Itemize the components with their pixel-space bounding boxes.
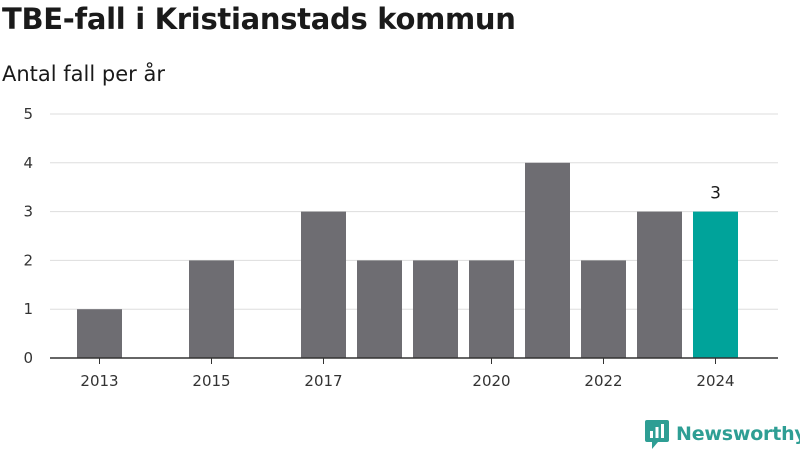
bar-2019 xyxy=(413,260,458,358)
x-tick-label-2024: 2024 xyxy=(696,372,734,390)
brand-name: Newsworthy xyxy=(676,423,800,445)
chart-subtitle: Antal fall per år xyxy=(2,62,165,86)
y-tick-label-5: 5 xyxy=(23,105,33,123)
x-tick-label-2017: 2017 xyxy=(304,372,342,390)
bar-2013 xyxy=(77,309,122,358)
x-tick-label-2022: 2022 xyxy=(584,372,622,390)
x-tick-label-2020: 2020 xyxy=(472,372,510,390)
brand-logo: Newsworthy xyxy=(644,418,800,450)
bar-2024 xyxy=(693,211,738,358)
bar-2018 xyxy=(357,260,402,358)
x-tick-label-2015: 2015 xyxy=(192,372,230,390)
y-tick-label-1: 1 xyxy=(23,300,33,318)
data-label-2024: 3 xyxy=(710,184,721,204)
bar-2020 xyxy=(469,260,514,358)
bar-2015 xyxy=(189,260,234,358)
bar-2017 xyxy=(301,211,346,358)
y-axis-ticks: 0 1 2 3 4 5 xyxy=(23,105,33,367)
y-tick-label-4: 4 xyxy=(23,154,33,172)
y-tick-label-2: 2 xyxy=(23,251,33,269)
bar-2022 xyxy=(581,260,626,358)
y-tick-label-0: 0 xyxy=(23,349,33,367)
chart-title: TBE-fall i Kristianstads kommun xyxy=(2,2,516,36)
bars xyxy=(77,162,738,358)
y-tick-label-3: 3 xyxy=(23,203,33,221)
x-tick-label-2013: 2013 xyxy=(80,372,118,390)
bar-chart: 0 1 2 3 4 5 2013 2015 2017 2020 2022 2024 3 xyxy=(23,105,778,390)
x-axis-ticks: 2013 2015 2017 2020 2022 2024 xyxy=(50,357,778,390)
bar-2021 xyxy=(525,162,570,358)
data-labels: 3 xyxy=(710,184,721,204)
bar-2023 xyxy=(637,211,682,358)
newsworthy-logo-icon xyxy=(645,420,669,449)
